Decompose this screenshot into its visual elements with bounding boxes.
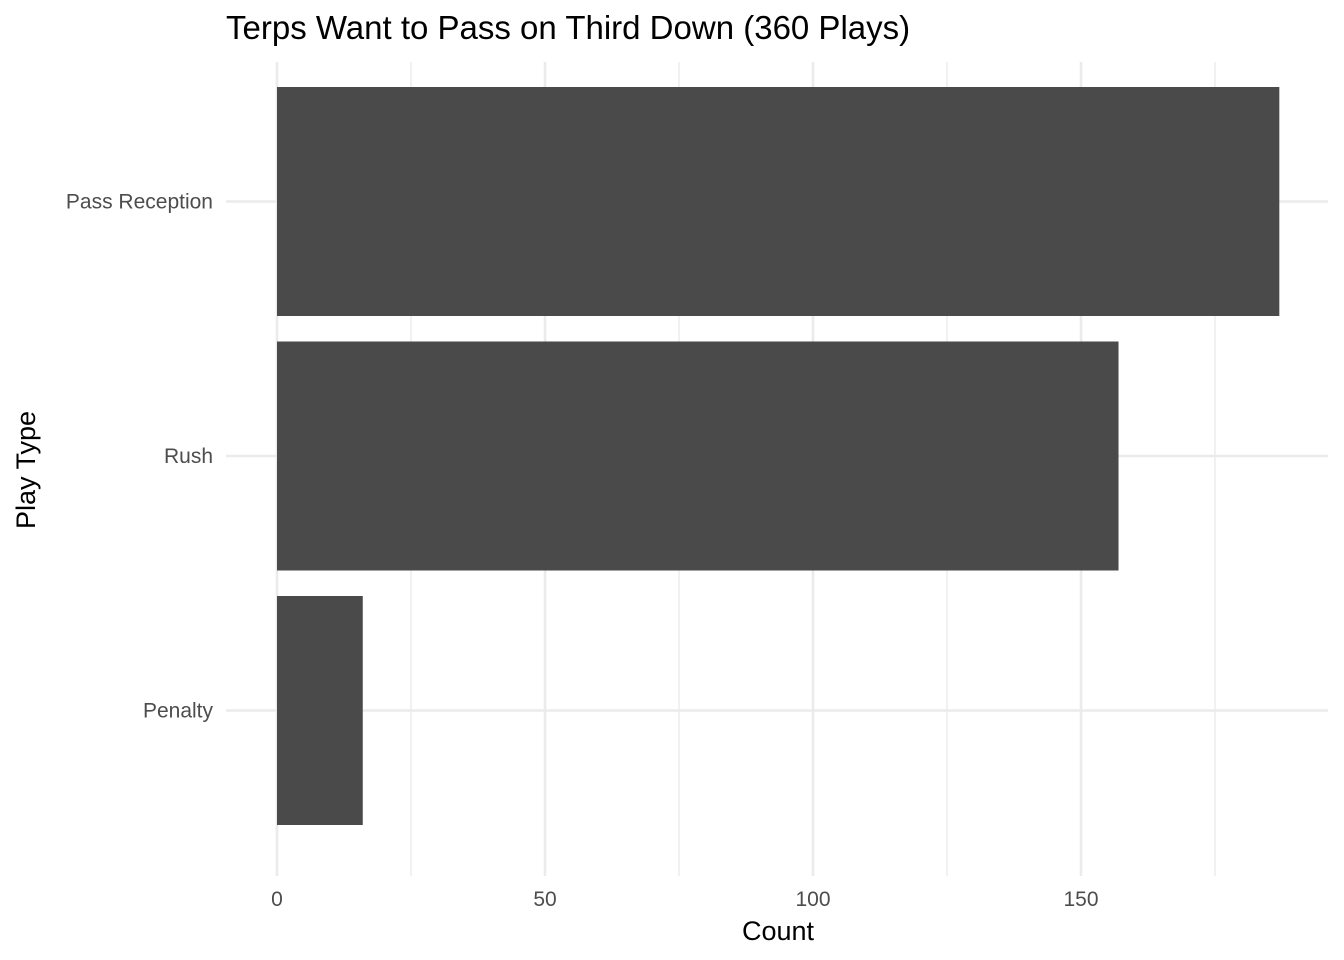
x-axis-title: Count bbox=[742, 916, 815, 946]
x-tick-label: 0 bbox=[271, 888, 283, 911]
y-tick-label: Penalty bbox=[143, 700, 214, 723]
x-tick-label: 100 bbox=[795, 888, 830, 911]
y-axis-title: Play Type bbox=[11, 411, 41, 529]
x-tick-label: 50 bbox=[533, 888, 556, 911]
bar-pass-reception bbox=[277, 87, 1280, 316]
x-tick-labels: 0 50 100 150 bbox=[271, 888, 1098, 911]
y-tick-label: Rush bbox=[164, 445, 213, 468]
bars bbox=[277, 87, 1280, 825]
y-tick-labels: Pass Reception Rush Penalty bbox=[66, 191, 214, 723]
x-tick-label: 150 bbox=[1063, 888, 1098, 911]
chart-title: Terps Want to Pass on Third Down (360 Pl… bbox=[226, 9, 910, 46]
bar-penalty bbox=[277, 596, 363, 825]
bar-rush bbox=[277, 341, 1119, 571]
y-tick-label: Pass Reception bbox=[66, 191, 213, 214]
